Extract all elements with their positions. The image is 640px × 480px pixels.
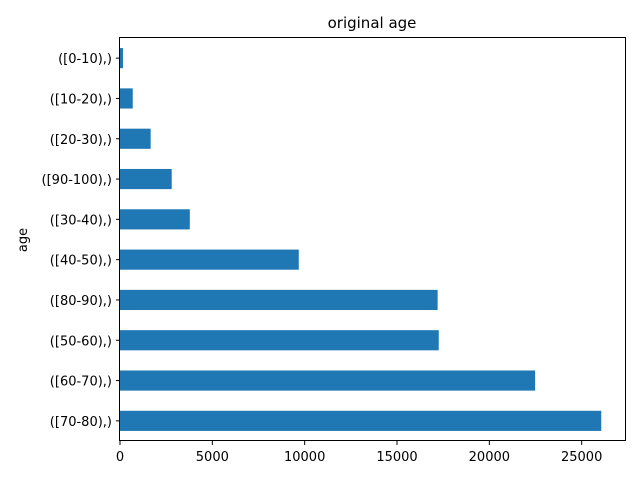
bar-90-100: [120, 168, 172, 190]
bar-60-70: [120, 370, 536, 391]
bar-50-60: [120, 330, 439, 351]
y-tick-label: ([40-50),): [50, 254, 112, 269]
y-tick-label: ([0-10),): [58, 52, 112, 67]
y-tick-label: ([70-80),): [50, 415, 112, 430]
bar-10-20: [120, 88, 133, 109]
y-tick-label: ([30-40),): [50, 213, 112, 228]
y-tick-label: ([50-60),): [50, 334, 112, 349]
y-tick-label: ([80-90),): [50, 294, 112, 309]
bar-30-40: [120, 209, 190, 230]
bar-0-10: [120, 48, 123, 69]
x-tick-label: 20000: [469, 450, 510, 465]
x-tick-label: 5000: [196, 450, 229, 465]
x-ticks: 0 5000 10000 15000 20000 25000: [116, 441, 602, 465]
x-tick-label: 25000: [561, 450, 602, 465]
y-tick-label: ([20-30),): [50, 133, 112, 148]
x-tick-label: 15000: [376, 450, 417, 465]
y-ticks: ([0-10),) ([10-20),) ([20-30),) ([90-100),)…: [42, 52, 120, 430]
x-tick-label: 0: [116, 450, 124, 465]
y-tick-label: ([10-20),): [50, 92, 112, 107]
bars-layer: [120, 48, 602, 431]
y-tick-label: ([60-70),): [50, 375, 112, 390]
chart-title: original age: [328, 14, 417, 32]
y-tick-label: ([90-100),): [42, 173, 112, 188]
bar-20-30: [120, 128, 151, 149]
y-axis-label: age: [16, 228, 31, 252]
bar-80-90: [120, 289, 438, 311]
x-tick-label: 10000: [284, 450, 325, 465]
plot-area-frame: [119, 37, 626, 441]
bar-40-50: [120, 249, 299, 270]
bar-70-80: [120, 410, 602, 431]
